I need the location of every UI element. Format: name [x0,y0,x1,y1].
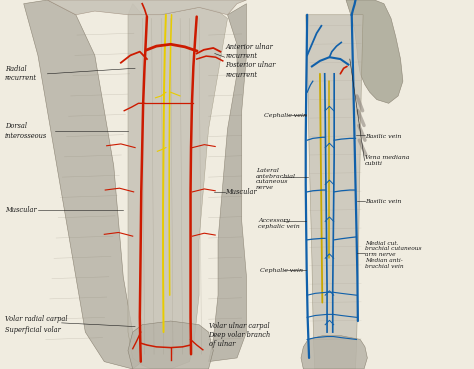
Polygon shape [346,0,403,103]
Text: Muscular: Muscular [225,188,257,196]
Polygon shape [128,4,228,369]
Polygon shape [24,0,142,369]
Text: Superficial volar: Superficial volar [5,326,61,334]
Polygon shape [209,4,246,362]
Text: Volar radial carpal: Volar radial carpal [5,315,67,323]
Text: Basilic vein: Basilic vein [365,199,401,204]
Text: Basilic vein: Basilic vein [365,134,401,139]
Text: Cephalic vein: Cephalic vein [260,268,303,273]
Polygon shape [47,0,246,15]
Text: Muscular: Muscular [5,206,36,214]
Text: Dorsal
interosseous: Dorsal interosseous [5,123,47,139]
Text: Accessory
cephalic vein: Accessory cephalic vein [258,218,300,229]
Text: Radial
recurrent: Radial recurrent [5,65,37,82]
Text: Lateral
antebrachial
cutaneous
nerve: Lateral antebrachial cutaneous nerve [256,168,296,190]
Text: Cephalic vein: Cephalic vein [264,113,308,118]
Polygon shape [301,336,367,369]
Text: Vena mediana
cubiti: Vena mediana cubiti [365,155,410,166]
Polygon shape [306,15,363,369]
Text: Volar ulnar carpal
Deep volar branch
of ulnar: Volar ulnar carpal Deep volar branch of … [209,322,271,348]
Text: Medial cut.
brachial cutaneous
arm nerve
Median anti-
brachial vein: Medial cut. brachial cutaneous arm nerve… [365,241,421,269]
Polygon shape [128,321,213,369]
Text: Anterior ulnar
recurrent
Posterior ulnar
recurrent: Anterior ulnar recurrent Posterior ulnar… [225,43,275,79]
